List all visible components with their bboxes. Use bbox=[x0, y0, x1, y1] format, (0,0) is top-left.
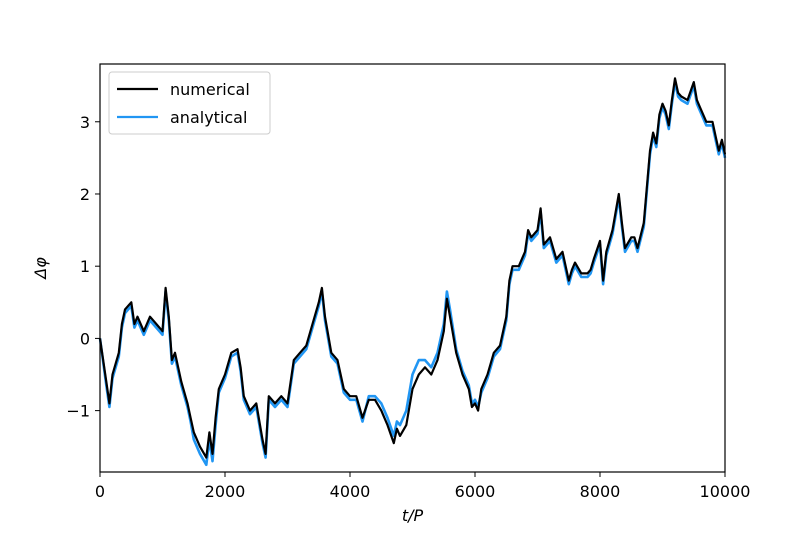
x-tick-label: 10000 bbox=[700, 482, 751, 501]
x-tick-label: 4000 bbox=[330, 482, 371, 501]
legend-label-analytical: analytical bbox=[170, 108, 247, 127]
plot-area bbox=[98, 77, 727, 467]
y-tick-label: 1 bbox=[80, 257, 90, 276]
legend-label-numerical: numerical bbox=[170, 80, 250, 99]
y-axis-label: Δφ bbox=[31, 257, 50, 281]
x-axis-label: t/P bbox=[402, 506, 424, 525]
x-tick-label: 0 bbox=[95, 482, 105, 501]
y-tick-label: −1 bbox=[66, 402, 90, 421]
legend: numerical analytical bbox=[108, 71, 271, 135]
y-axis-ticks: −1 0 1 2 3 bbox=[66, 113, 100, 421]
y-tick-label: 0 bbox=[80, 329, 90, 348]
axes-frame bbox=[99, 63, 726, 473]
x-tick-label: 8000 bbox=[580, 482, 621, 501]
series-line-numerical bbox=[98, 77, 727, 459]
x-tick-label: 6000 bbox=[455, 482, 496, 501]
legend-box bbox=[108, 71, 271, 135]
y-tick-label: 2 bbox=[80, 185, 90, 204]
y-tick-label: 3 bbox=[80, 113, 90, 132]
x-tick-label: 2000 bbox=[205, 482, 246, 501]
x-axis-ticks: 0 2000 4000 6000 8000 10000 bbox=[95, 472, 751, 501]
series-line-analytical bbox=[98, 80, 727, 467]
